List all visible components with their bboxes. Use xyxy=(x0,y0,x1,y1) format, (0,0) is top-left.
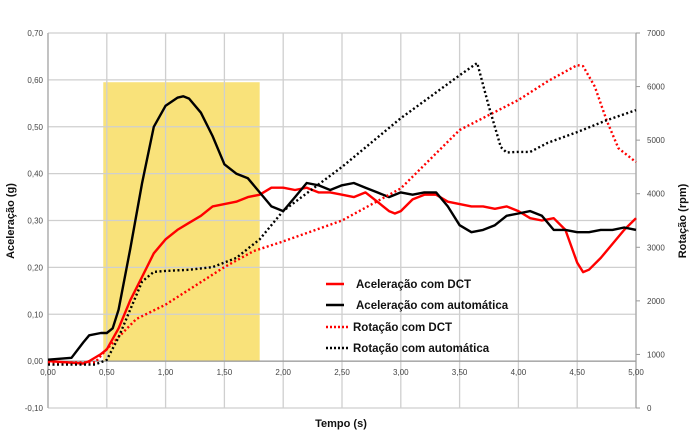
series-lines xyxy=(47,61,637,366)
y2-tick-label: 7000 xyxy=(647,29,665,38)
legend: Aceleração com DCT Aceleração com automá… xyxy=(326,279,509,355)
y2-tick-label: 2000 xyxy=(647,297,665,306)
x-tick-label: 2,00 xyxy=(275,368,291,377)
y2-tick-label: 3000 xyxy=(647,243,665,252)
x-axis-title: Tempo (s) xyxy=(315,418,367,430)
y2-tick-label: 6000 xyxy=(647,83,665,92)
y-tick-label: 0,20 xyxy=(27,263,43,272)
y-tick-label: -0,10 xyxy=(25,404,44,413)
y-axis-title: Aceleração (g) xyxy=(5,183,17,259)
x-tick-label: 5,00 xyxy=(628,368,644,377)
y2-tick-label: 5000 xyxy=(647,136,665,145)
y-tick-label: 0,60 xyxy=(27,76,43,85)
ticks: 0,00 0,50 1,00 1,50 2,00 2,50 3,00 3,50 4,00 4,50… xyxy=(25,29,666,413)
grid xyxy=(47,32,637,409)
x-tick-label: 1,00 xyxy=(158,368,174,377)
y2-axis-title: Rotação (rpm) xyxy=(677,183,689,258)
x-tick-label: 2,50 xyxy=(334,368,350,377)
legend-label-1: Aceleração com automática xyxy=(356,300,509,312)
x-tick-label: 3,50 xyxy=(452,368,468,377)
y2-tick-label: 0 xyxy=(647,404,652,413)
y-tick-label: 0,70 xyxy=(27,29,43,38)
series-line-1 xyxy=(47,95,637,361)
y2-tick-label: 1000 xyxy=(647,350,665,359)
legend-label-3: Rotação com automática xyxy=(353,343,490,355)
x-tick-label: 0,50 xyxy=(99,368,115,377)
y-tick-label: 0,30 xyxy=(27,217,43,226)
x-tick-label: 4,00 xyxy=(511,368,527,377)
x-tick-label: 0,00 xyxy=(40,368,56,377)
legend-label-0: Aceleração com DCT xyxy=(356,279,471,291)
legend-label-2: Rotação com DCT xyxy=(353,322,452,334)
series-line-0 xyxy=(47,186,637,365)
y-tick-label: 0,40 xyxy=(27,170,43,179)
y2-tick-label: 4000 xyxy=(647,190,665,199)
y-tick-label: 0,50 xyxy=(27,123,43,132)
x-tick-label: 1,50 xyxy=(217,368,233,377)
x-tick-label: 3,00 xyxy=(393,368,409,377)
y-tick-label: 0,00 xyxy=(27,357,43,366)
x-tick-label: 4,50 xyxy=(569,368,585,377)
y-tick-label: 0,10 xyxy=(27,310,43,319)
